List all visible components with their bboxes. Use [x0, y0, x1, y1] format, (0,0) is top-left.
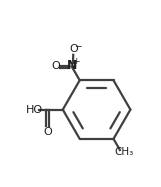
Text: −: − [74, 42, 81, 51]
Text: +: + [72, 57, 80, 66]
Text: O: O [43, 127, 52, 137]
Text: O: O [51, 61, 60, 71]
Text: O: O [70, 45, 78, 54]
Text: HO: HO [26, 105, 43, 115]
Text: CH₃: CH₃ [114, 148, 134, 157]
Text: N: N [67, 59, 78, 72]
